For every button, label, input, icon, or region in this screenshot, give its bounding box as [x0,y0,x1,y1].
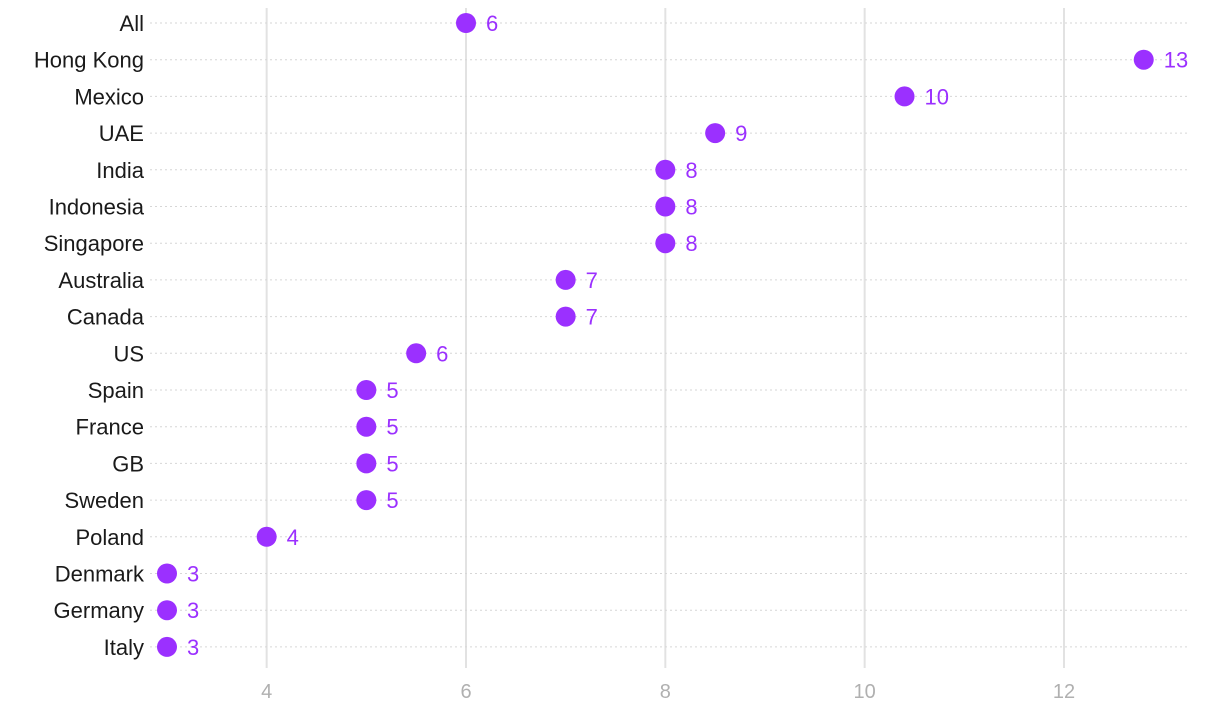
value-label: 5 [386,378,398,403]
value-label: 9 [735,121,747,146]
category-label: Singapore [44,231,144,256]
data-point [157,563,177,584]
data-point [356,490,377,511]
value-label: 5 [386,415,398,440]
data-point [655,159,676,180]
row-gridlines [150,22,1188,648]
category-label: Poland [75,525,144,550]
category-label: Indonesia [49,195,145,220]
value-label: 3 [187,635,199,660]
x-axis-tick-labels: 4 6 8 10 12 [261,681,1075,703]
data-point [555,269,576,290]
data-point [356,416,377,437]
x-tick-label: 8 [660,681,671,703]
value-label: 8 [685,195,697,220]
x-tick-label: 12 [1053,681,1075,703]
value-label: 8 [685,231,697,256]
data-point [655,233,676,254]
category-label: Spain [88,378,144,403]
x-tick-label: 6 [460,681,471,703]
value-label: 3 [187,598,199,623]
value-label: 5 [386,451,398,476]
category-label: Denmark [55,562,145,587]
category-label: UAE [99,121,144,146]
data-point [256,526,277,547]
value-label: 6 [436,341,448,366]
data-point [655,196,676,217]
value-label: 3 [187,562,199,587]
data-point [555,306,576,327]
data-point [894,86,915,107]
value-label: 10 [925,84,949,109]
data-point [356,453,377,474]
category-label: India [96,158,144,183]
category-label: France [76,415,144,440]
vertical-gridlines [265,8,1065,668]
value-label: 8 [685,158,697,183]
data-point [1133,49,1154,70]
value-label: 13 [1164,48,1188,73]
category-label: All [120,11,144,36]
value-label: 4 [287,525,299,550]
category-label: Germany [54,598,144,623]
value-label: 6 [486,11,498,36]
category-label: GB [112,451,144,476]
category-label: Hong Kong [34,48,144,73]
x-tick-label: 4 [261,681,272,703]
category-labels: All Hong Kong Mexico UAE India Indonesia Singa… [34,11,145,660]
category-label: US [113,341,144,366]
category-label: Sweden [64,488,144,513]
value-label: 5 [386,488,398,513]
category-label: Canada [67,305,145,330]
category-label: Mexico [74,84,144,109]
data-point [705,123,726,144]
x-tick-label: 10 [854,681,876,703]
category-label: Australia [58,268,144,293]
value-label: 7 [586,305,598,330]
data-point [406,343,427,364]
category-label: Italy [104,635,144,660]
data-point [456,13,476,33]
data-point [157,636,177,657]
data-point [157,600,177,621]
value-label: 7 [586,268,598,293]
data-point [356,380,377,400]
value-labels: 6 13 10 9 8 8 8 7 7 6 5 5 5 5 4 3 3 3 [187,11,1188,660]
data-points [157,13,1154,657]
